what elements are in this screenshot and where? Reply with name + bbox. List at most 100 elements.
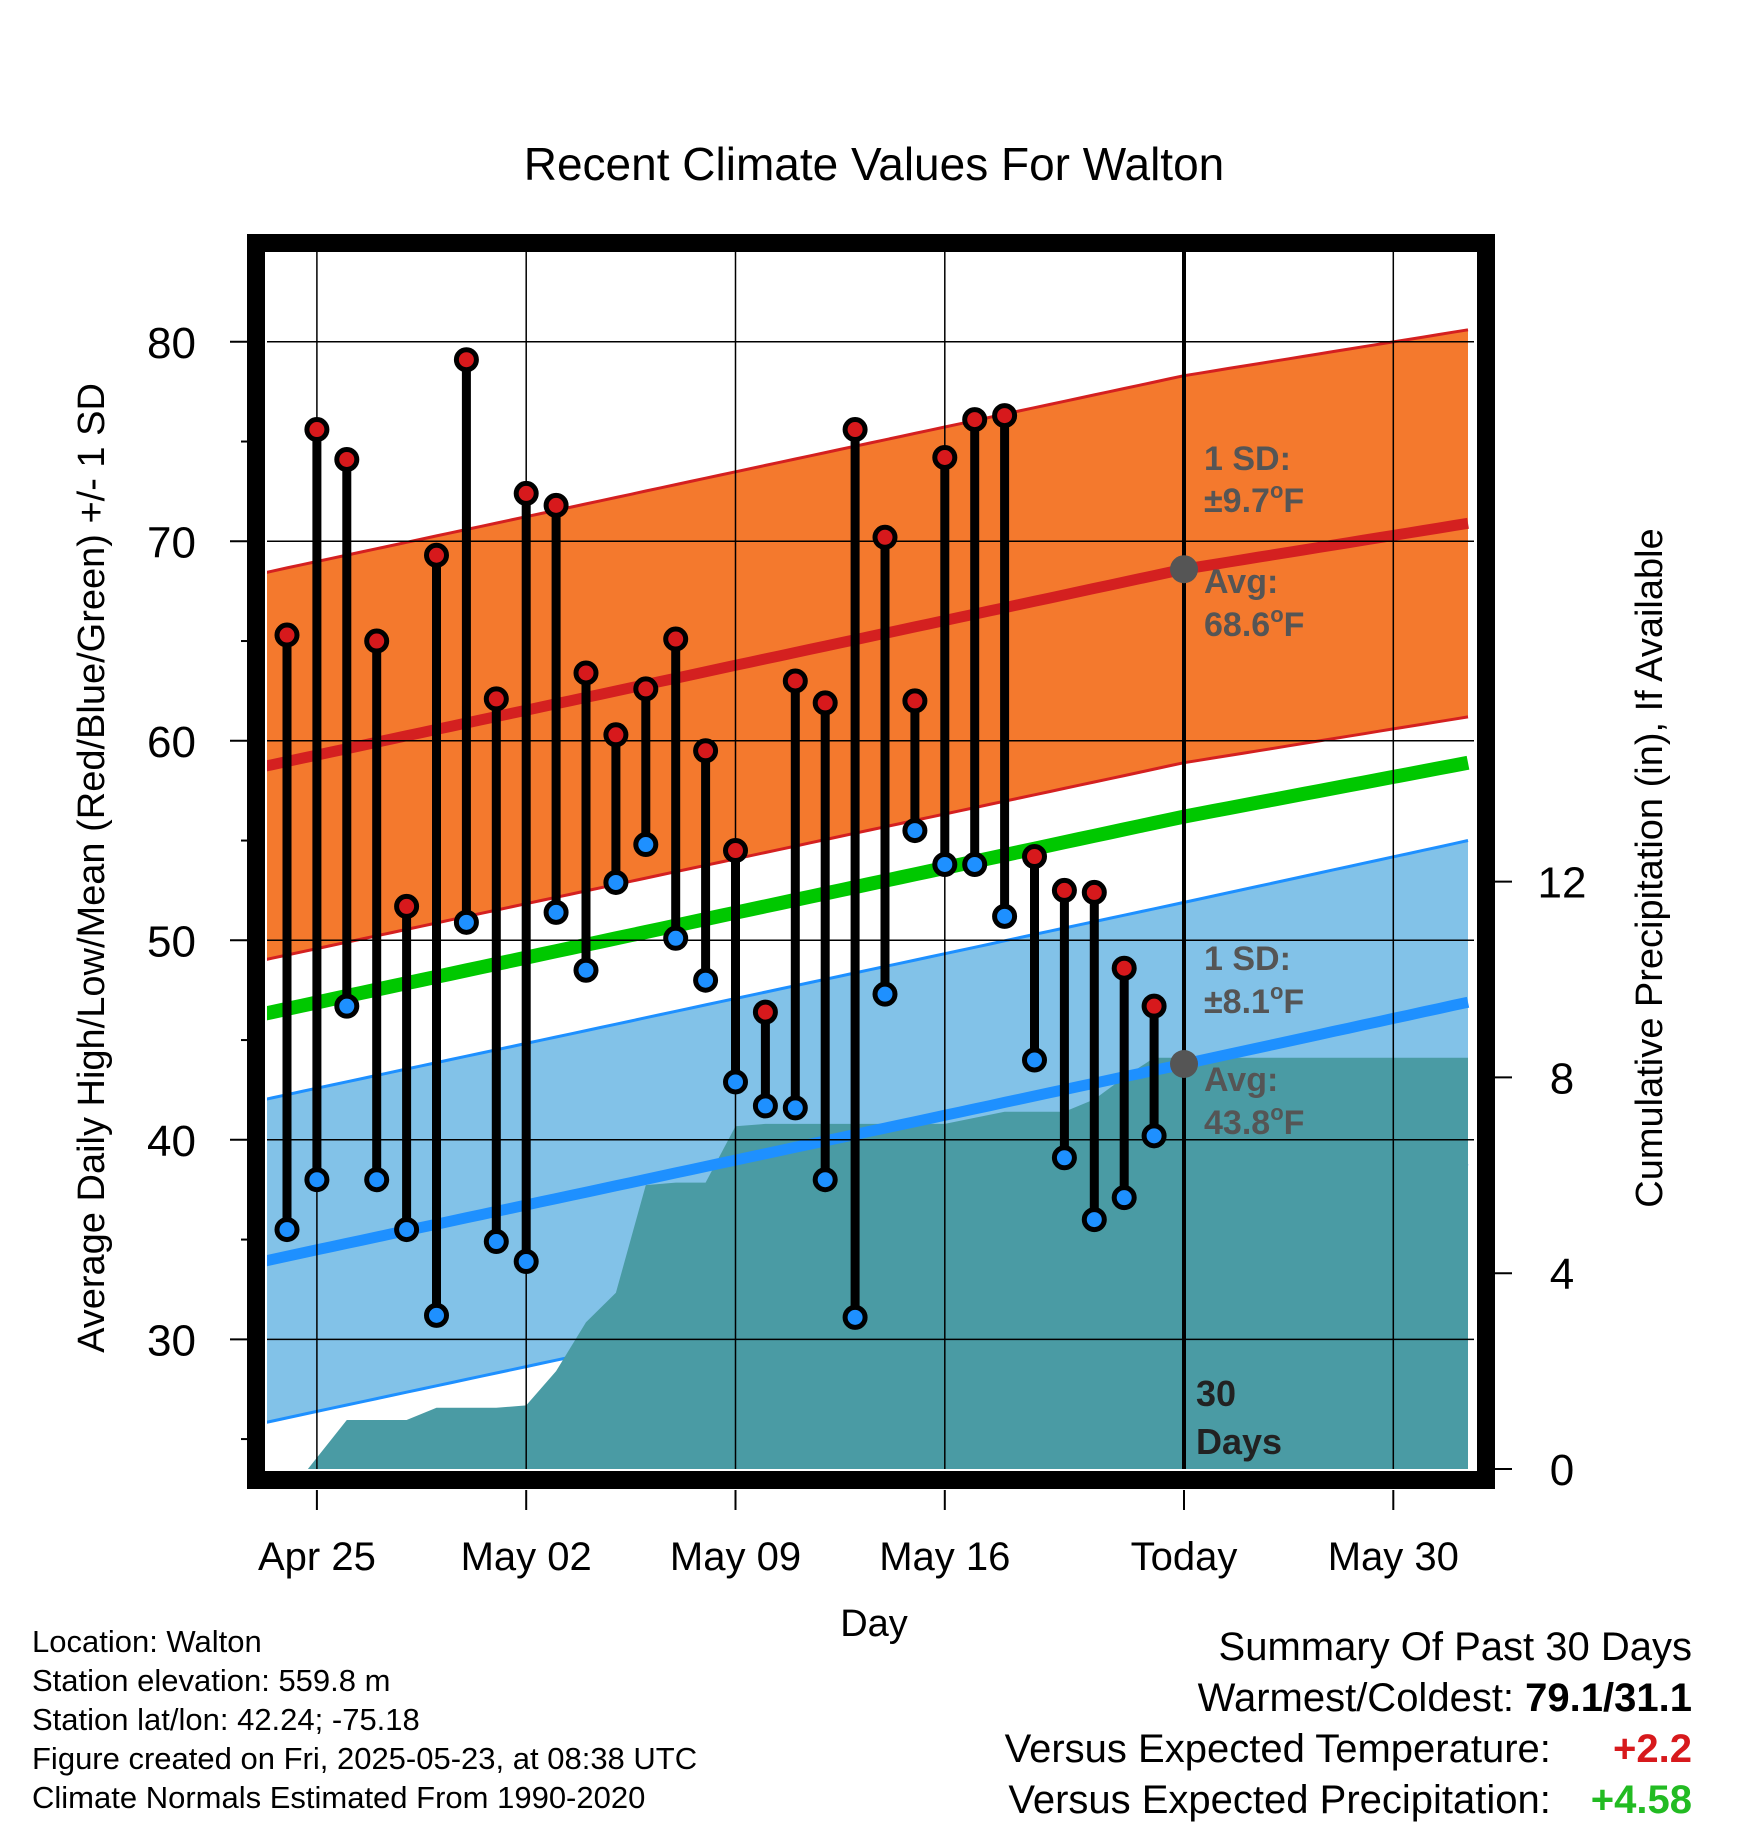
daily-low-point [543, 899, 569, 925]
precip-value: +4.58 [1590, 1778, 1692, 1822]
summary-title: Summary Of Past 30 Days [1218, 1625, 1692, 1669]
high-avg-label: Avg: [1204, 563, 1278, 601]
daily-high-point [842, 417, 868, 443]
y-left-tick-label: 30 [147, 1316, 196, 1365]
precipitation-area [307, 1057, 1468, 1469]
daily-high-point [962, 407, 988, 433]
y-left-tick-label: 80 [147, 319, 196, 368]
latlon-text: Station lat/lon: 42.24; -75.18 [32, 1702, 420, 1737]
daily-high-point [902, 688, 928, 714]
high-sd-band [267, 329, 1468, 960]
daily-high-point [932, 444, 958, 470]
low-avg-value: 43.8oF [1204, 1100, 1304, 1142]
unit-symbol: F [1283, 983, 1304, 1021]
daily-low-point [872, 981, 898, 1007]
daily-low-point [693, 967, 719, 993]
temp-label: Versus Expected Temperature: [1004, 1727, 1551, 1771]
x-axis-label: Day [840, 1603, 908, 1645]
daily-high-point [1022, 844, 1047, 870]
avg-high-line [267, 517, 1469, 772]
period-word-label: Days [1196, 1421, 1282, 1462]
high-avg-value: 68.6oF [1204, 602, 1304, 644]
daily-high-point [274, 622, 300, 648]
daily-low-point [902, 818, 928, 844]
today-avg-low-dot [1170, 1049, 1198, 1078]
daily-high-point [1051, 877, 1077, 903]
daily-low-point [782, 1095, 808, 1121]
daily-low-point [1051, 1145, 1077, 1171]
precip-label: Versus Expected Precipitation: [1008, 1778, 1551, 1822]
temp-value: +2.2 [1613, 1727, 1692, 1771]
low-avg-label: Avg: [1204, 1061, 1278, 1099]
daily-high-point [513, 480, 539, 506]
y-right-tick-label: 4 [1550, 1250, 1574, 1299]
daily-high-point [483, 686, 509, 712]
low-sd-value: ±8.1oF [1204, 979, 1304, 1021]
daily-high-point [782, 668, 808, 694]
daily-low-point [752, 1093, 778, 1119]
daily-low-point [663, 925, 689, 951]
warmest-label: Warmest/Coldest: [1197, 1676, 1515, 1720]
daily-low-point [633, 832, 659, 858]
daily-low-point [513, 1249, 539, 1275]
daily-high-point [693, 738, 719, 764]
daily-low-point [1081, 1207, 1107, 1233]
y-left-tick-label: 60 [147, 718, 196, 767]
daily-high-point [1081, 879, 1107, 905]
daily-low-point [723, 1069, 748, 1095]
summary-precip-row: Versus Expected Precipitation: +4.58 [1005, 1775, 1692, 1826]
daily-low-point [483, 1229, 509, 1255]
daily-low-point [1141, 1123, 1167, 1149]
summary-panel: Summary Of Past 30 Days Warmest/Coldest:… [1005, 1622, 1692, 1826]
summary-warmest-row: Warmest/Coldest: 79.1/31.1 [1005, 1673, 1692, 1724]
daily-low-point [1111, 1185, 1137, 1211]
daily-high-point [812, 690, 838, 716]
x-tick-label: May 09 [670, 1535, 801, 1579]
daily-high-point [663, 626, 689, 652]
daily-low-point [812, 1167, 838, 1193]
x-tick-label: May 02 [461, 1535, 592, 1579]
y-right-tick-label: 12 [1538, 859, 1587, 908]
y-right-tick-label: 0 [1550, 1446, 1574, 1495]
daily-low-point [364, 1167, 390, 1193]
high-sd-value: ±9.7oF [1204, 478, 1304, 520]
location-text: Location: Walton [32, 1624, 262, 1659]
daily-low-point [274, 1217, 300, 1243]
warmest-value: 79.1/31.1 [1525, 1676, 1692, 1720]
y-left-tick-label: 40 [147, 1117, 196, 1166]
degree-symbol: o [1270, 602, 1283, 627]
daily-high-point [304, 417, 330, 443]
daily-high-point [992, 403, 1018, 429]
normals-text: Climate Normals Estimated From 1990-2020 [32, 1780, 646, 1815]
x-tick-label: May 16 [879, 1535, 1010, 1579]
created-text: Figure created on Fri, 2025-05-23, at 08… [32, 1741, 698, 1776]
daily-high-point [1111, 955, 1137, 981]
daily-low-point [424, 1302, 449, 1328]
daily-low-point [842, 1304, 868, 1330]
daily-low-point [1022, 1047, 1047, 1073]
y-right-tick-label: 8 [1550, 1054, 1574, 1103]
daily-high-point [424, 542, 449, 568]
high-sd-label: 1 SD: [1204, 440, 1291, 478]
y-axis-label-left: Average Daily High/Low/Mean (Red/Blue/Gr… [71, 383, 113, 1353]
daily-low-point [573, 957, 599, 983]
daily-low-point [453, 909, 479, 935]
daily-low-point [992, 903, 1018, 929]
daily-high-point [603, 722, 629, 748]
unit-symbol: F [1284, 1104, 1305, 1142]
x-tick-label: Apr 25 [258, 1535, 376, 1579]
period-number-label: 30 [1196, 1373, 1236, 1414]
daily-high-point [752, 999, 778, 1025]
unit-symbol: F [1284, 606, 1305, 644]
degree-symbol: o [1270, 478, 1283, 503]
today-avg-high-dot [1170, 555, 1198, 584]
daily-high-point [364, 628, 390, 654]
daily-low-point [603, 869, 629, 895]
daily-high-point [723, 838, 748, 864]
degree-symbol: o [1270, 1100, 1283, 1125]
daily-low-point [962, 851, 988, 877]
degree-symbol: o [1270, 979, 1283, 1004]
daily-high-point [453, 347, 479, 373]
